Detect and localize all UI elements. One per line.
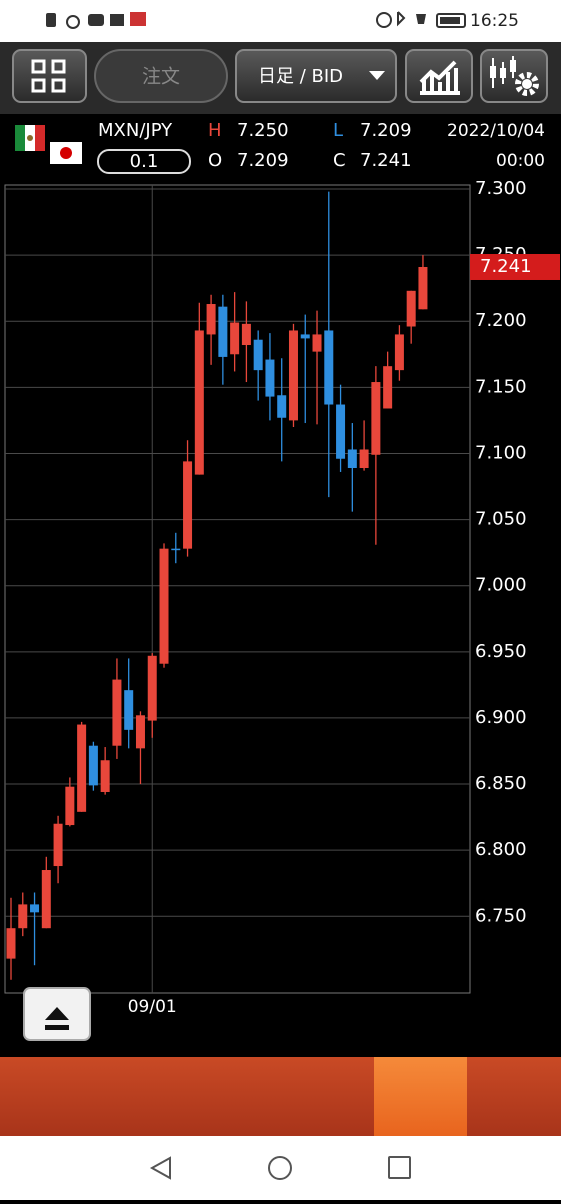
open-label: O	[208, 150, 222, 171]
candle-body	[194, 330, 204, 475]
order-label: 注文	[142, 66, 180, 88]
close-label: C	[333, 150, 346, 171]
candle-body	[41, 870, 51, 929]
system-nav	[0, 1136, 561, 1200]
candle-body	[383, 366, 393, 409]
high: 7.250	[237, 120, 289, 141]
y-tick-label: 7.100	[475, 442, 527, 463]
y-tick-label: 6.900	[475, 707, 527, 728]
candle-body	[394, 334, 404, 371]
plot-frame	[4, 184, 471, 994]
period-select[interactable]	[235, 49, 397, 103]
last-price-label: 7.241	[480, 256, 532, 277]
y-tick-label: 7.050	[475, 509, 527, 530]
candle-body	[277, 395, 287, 418]
high-label: H	[208, 120, 222, 141]
collapse-button[interactable]	[23, 987, 91, 1041]
lot: 0.1	[130, 151, 159, 172]
candle-body	[218, 306, 228, 357]
candle-body	[135, 715, 145, 749]
chart-type-button[interactable]	[405, 49, 473, 103]
settings-button[interactable]	[480, 49, 548, 103]
candle-body	[65, 786, 75, 826]
candle-body	[88, 745, 98, 786]
flags	[15, 125, 82, 164]
candle-body	[265, 359, 275, 397]
close: 7.241	[360, 150, 412, 171]
candle-body	[6, 928, 16, 959]
x-tick-label: 09/01	[128, 997, 177, 1017]
time: 00:00	[496, 151, 545, 171]
bottom-nav	[0, 1057, 561, 1136]
y-tick-label: 7.200	[475, 310, 527, 331]
candle-body	[112, 679, 122, 746]
candle-body	[230, 322, 240, 355]
status-icons	[46, 11, 466, 29]
candle-body	[241, 323, 251, 346]
candle-body	[288, 330, 298, 421]
candle-body	[171, 548, 181, 551]
candle-body	[371, 382, 381, 455]
candle-body	[336, 404, 346, 459]
y-tick-label: 6.750	[475, 905, 527, 926]
candle-body	[100, 760, 110, 792]
dropdown-arrow	[369, 71, 385, 80]
candle-body	[253, 339, 263, 371]
last-price-box	[470, 253, 560, 280]
candle-body	[300, 334, 310, 339]
y-tick-label: 6.800	[475, 839, 527, 860]
candle-body	[77, 724, 87, 812]
y-tick-label: 7.000	[475, 575, 527, 596]
candle-body	[159, 548, 169, 664]
candle-body	[147, 655, 157, 721]
candle-body	[324, 330, 334, 405]
candle-body	[18, 904, 28, 929]
y-tick-label: 6.950	[475, 641, 527, 662]
period-label: 日足 / BID	[258, 66, 343, 87]
clock: 16:25	[470, 11, 519, 31]
candle-body	[124, 690, 134, 730]
pair: MXN/JPY	[98, 120, 173, 141]
date: 2022/10/04	[447, 121, 545, 141]
system-buttons[interactable]	[149, 1156, 411, 1180]
menu-button[interactable]	[12, 49, 87, 103]
y-tick-label: 7.150	[475, 376, 527, 397]
candle-body	[312, 334, 322, 352]
candle-body	[347, 449, 357, 468]
y-tick-label: 7.300	[475, 178, 527, 199]
order-button[interactable]	[94, 49, 228, 103]
active-tab	[374, 1057, 467, 1136]
lot-box[interactable]	[97, 149, 191, 174]
chart: 6.750 6.800 6.850 6.900 6.950 7.000 7.050 7.100…	[4, 178, 560, 1017]
candle-body	[359, 449, 369, 468]
y-tick-label: 6.850	[475, 773, 527, 794]
candle-body	[418, 266, 428, 310]
candle-body	[53, 823, 63, 867]
low: 7.209	[360, 120, 412, 141]
candle-body	[406, 290, 416, 327]
low-label: L	[333, 120, 343, 141]
candle-body	[183, 461, 193, 549]
open: 7.209	[237, 150, 289, 171]
candle-body	[206, 304, 216, 335]
candle-body	[30, 904, 40, 913]
